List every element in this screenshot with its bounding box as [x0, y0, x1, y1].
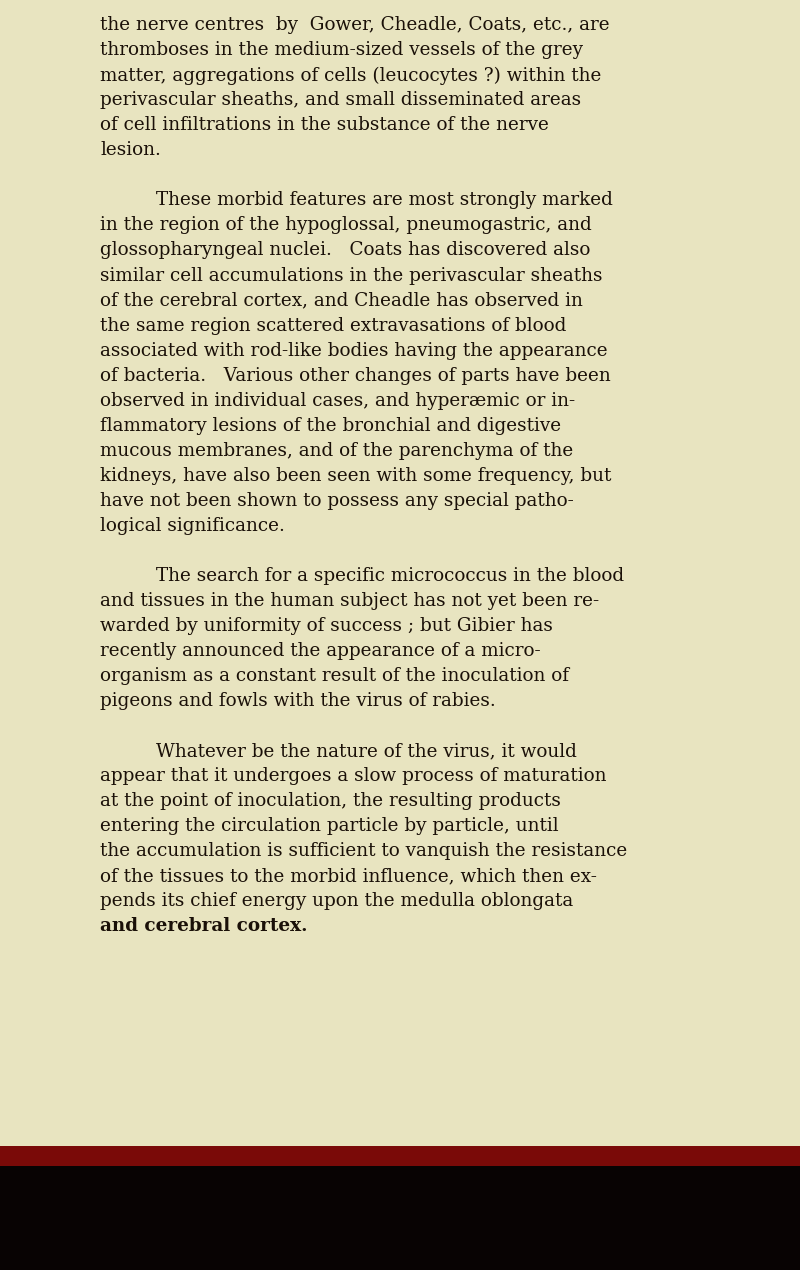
Text: The search for a specific micrococcus in the blood: The search for a specific micrococcus in… — [156, 566, 624, 584]
Text: the same region scattered extravasations of blood: the same region scattered extravasations… — [100, 316, 566, 334]
Text: of the cerebral cortex, and Cheadle has observed in: of the cerebral cortex, and Cheadle has … — [100, 292, 583, 310]
Text: glossopharyngeal nuclei.   Coats has discovered also: glossopharyngeal nuclei. Coats has disco… — [100, 241, 590, 259]
Bar — [0, 1146, 800, 1166]
Text: organism as a constant result of the inoculation of: organism as a constant result of the ino… — [100, 667, 569, 685]
Text: in the region of the hypoglossal, pneumogastric, and: in the region of the hypoglossal, pneumo… — [100, 216, 592, 235]
Text: of the tissues to the morbid influence, which then ex-: of the tissues to the morbid influence, … — [100, 867, 597, 885]
Text: similar cell accumulations in the perivascular sheaths: similar cell accumulations in the periva… — [100, 267, 602, 284]
Text: of cell infiltrations in the substance of the nerve: of cell infiltrations in the substance o… — [100, 117, 549, 135]
Text: entering the circulation particle by particle, until: entering the circulation particle by par… — [100, 817, 558, 834]
Text: pigeons and fowls with the virus of rabies.: pigeons and fowls with the virus of rabi… — [100, 692, 496, 710]
Text: the nerve centres  by  Gower, Cheadle, Coats, etc., are: the nerve centres by Gower, Cheadle, Coa… — [100, 17, 610, 34]
Text: pends its chief energy upon the medulla oblongata: pends its chief energy upon the medulla … — [100, 892, 574, 911]
Text: have not been shown to possess any special patho-: have not been shown to possess any speci… — [100, 491, 574, 509]
Text: at the point of inoculation, the resulting products: at the point of inoculation, the resulti… — [100, 792, 561, 810]
Text: and cerebral cortex.: and cerebral cortex. — [100, 917, 307, 935]
Text: lesion.: lesion. — [100, 141, 161, 160]
Text: observed in individual cases, and hyperæmic or in-: observed in individual cases, and hyperæ… — [100, 391, 575, 410]
Text: and tissues in the human subject has not yet been re-: and tissues in the human subject has not… — [100, 592, 599, 610]
Text: matter, aggregations of cells (leucocytes ?) within the: matter, aggregations of cells (leucocyte… — [100, 66, 602, 85]
Text: warded by uniformity of success ; but Gibier has: warded by uniformity of success ; but Gi… — [100, 617, 553, 635]
Text: recently announced the appearance of a micro-: recently announced the appearance of a m… — [100, 641, 541, 660]
Text: appear that it undergoes a slow process of maturation: appear that it undergoes a slow process … — [100, 767, 606, 785]
Text: flammatory lesions of the bronchial and digestive: flammatory lesions of the bronchial and … — [100, 417, 561, 434]
Text: associated with rod-like bodies having the appearance: associated with rod-like bodies having t… — [100, 342, 608, 359]
Text: perivascular sheaths, and small disseminated areas: perivascular sheaths, and small dissemin… — [100, 91, 581, 109]
Text: of bacteria.   Various other changes of parts have been: of bacteria. Various other changes of pa… — [100, 367, 610, 385]
Text: These morbid features are most strongly marked: These morbid features are most strongly … — [156, 192, 613, 210]
Text: the accumulation is sufficient to vanquish the resistance: the accumulation is sufficient to vanqui… — [100, 842, 627, 860]
Text: logical significance.: logical significance. — [100, 517, 285, 535]
Text: thromboses in the medium-sized vessels of the grey: thromboses in the medium-sized vessels o… — [100, 42, 583, 60]
Text: mucous membranes, and of the parenchyma of the: mucous membranes, and of the parenchyma … — [100, 442, 574, 460]
Text: kidneys, have also been seen with some frequency, but: kidneys, have also been seen with some f… — [100, 466, 611, 485]
Text: Whatever be the nature of the virus, it would: Whatever be the nature of the virus, it … — [156, 742, 577, 759]
